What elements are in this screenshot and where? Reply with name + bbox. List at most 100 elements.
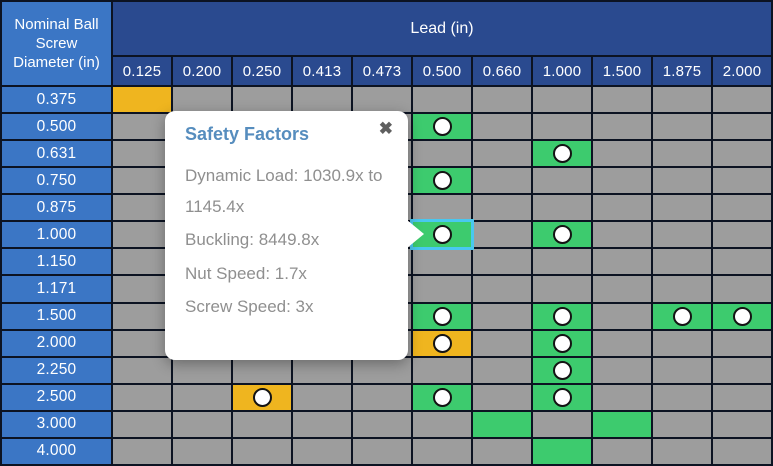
- grid-cell-d1.500-l1.875[interactable]: [653, 303, 711, 329]
- grid-cell-d2.250-l0.660[interactable]: [473, 357, 531, 383]
- grid-cell-d2.500-l0.413[interactable]: [293, 384, 351, 410]
- grid-cell-d4.000-l0.660[interactable]: [473, 438, 531, 464]
- grid-cell-d3.000-l0.200[interactable]: [173, 411, 231, 437]
- grid-cell-d2.500-l0.200[interactable]: [173, 384, 231, 410]
- grid-cell-d2.500-l0.250[interactable]: [233, 384, 291, 410]
- grid-cell-d0.500-l1.500[interactable]: [593, 114, 651, 140]
- grid-cell-d1.500-l1.500[interactable]: [593, 303, 651, 329]
- grid-cell-d2.250-l0.500[interactable]: [413, 357, 471, 383]
- grid-cell-d4.000-l0.200[interactable]: [173, 438, 231, 464]
- grid-cell-d1.000-l1.000[interactable]: [533, 222, 591, 248]
- grid-cell-d0.500-l0.500[interactable]: [413, 114, 471, 140]
- grid-cell-d0.500-l1.000[interactable]: [533, 114, 591, 140]
- grid-cell-d2.250-l2.000[interactable]: [713, 357, 771, 383]
- grid-cell-d0.631-l0.660[interactable]: [473, 141, 531, 167]
- grid-cell-d0.631-l1.875[interactable]: [653, 141, 711, 167]
- grid-cell-d1.500-l1.000[interactable]: [533, 303, 591, 329]
- grid-cell-d0.750-l1.875[interactable]: [653, 168, 711, 194]
- grid-cell-d1.150-l1.875[interactable]: [653, 249, 711, 275]
- grid-cell-d0.375-l1.875[interactable]: [653, 87, 711, 113]
- grid-cell-d3.000-l0.413[interactable]: [293, 411, 351, 437]
- grid-cell-d1.171-l0.500[interactable]: [413, 276, 471, 302]
- grid-cell-d4.000-l1.000[interactable]: [533, 438, 591, 464]
- grid-cell-d0.875-l0.500[interactable]: [413, 195, 471, 221]
- grid-cell-d3.000-l1.500[interactable]: [593, 411, 651, 437]
- grid-cell-d0.375-l0.473[interactable]: [353, 87, 411, 113]
- grid-cell-d2.500-l1.000[interactable]: [533, 384, 591, 410]
- grid-cell-d1.000-l0.660[interactable]: [473, 222, 531, 248]
- grid-cell-d4.000-l0.473[interactable]: [353, 438, 411, 464]
- grid-cell-d2.500-l0.125[interactable]: [113, 384, 171, 410]
- grid-cell-d4.000-l0.500[interactable]: [413, 438, 471, 464]
- grid-cell-d2.000-l2.000[interactable]: [713, 330, 771, 356]
- grid-cell-d3.000-l1.875[interactable]: [653, 411, 711, 437]
- grid-cell-d2.500-l0.500[interactable]: [413, 384, 471, 410]
- grid-cell-d2.500-l1.875[interactable]: [653, 384, 711, 410]
- grid-cell-d0.500-l0.660[interactable]: [473, 114, 531, 140]
- grid-cell-d0.875-l1.875[interactable]: [653, 195, 711, 221]
- grid-cell-d3.000-l0.125[interactable]: [113, 411, 171, 437]
- grid-cell-d1.500-l2.000[interactable]: [713, 303, 771, 329]
- grid-cell-d0.631-l2.000[interactable]: [713, 141, 771, 167]
- grid-cell-d1.150-l0.660[interactable]: [473, 249, 531, 275]
- grid-cell-d0.750-l1.500[interactable]: [593, 168, 651, 194]
- grid-cell-d1.171-l1.875[interactable]: [653, 276, 711, 302]
- grid-cell-d3.000-l0.473[interactable]: [353, 411, 411, 437]
- grid-cell-d3.000-l0.500[interactable]: [413, 411, 471, 437]
- grid-cell-d4.000-l0.413[interactable]: [293, 438, 351, 464]
- grid-cell-d2.250-l0.473[interactable]: [353, 357, 411, 383]
- grid-cell-d1.150-l0.125[interactable]: [113, 249, 171, 275]
- grid-cell-d1.171-l0.660[interactable]: [473, 276, 531, 302]
- grid-cell-d4.000-l1.500[interactable]: [593, 438, 651, 464]
- grid-cell-d2.500-l0.660[interactable]: [473, 384, 531, 410]
- grid-cell-d2.000-l1.875[interactable]: [653, 330, 711, 356]
- grid-cell-d0.375-l0.660[interactable]: [473, 87, 531, 113]
- grid-cell-d0.375-l0.200[interactable]: [173, 87, 231, 113]
- grid-cell-d0.875-l2.000[interactable]: [713, 195, 771, 221]
- grid-cell-d1.500-l0.125[interactable]: [113, 303, 171, 329]
- grid-cell-d0.375-l2.000[interactable]: [713, 87, 771, 113]
- grid-cell-d1.150-l2.000[interactable]: [713, 249, 771, 275]
- grid-cell-d2.000-l0.125[interactable]: [113, 330, 171, 356]
- grid-cell-d2.000-l1.000[interactable]: [533, 330, 591, 356]
- grid-cell-d0.750-l0.500[interactable]: [413, 168, 471, 194]
- close-icon[interactable]: ✖: [378, 119, 393, 138]
- grid-cell-d0.750-l1.000[interactable]: [533, 168, 591, 194]
- grid-cell-d2.250-l1.500[interactable]: [593, 357, 651, 383]
- grid-cell-d2.250-l0.200[interactable]: [173, 357, 231, 383]
- grid-cell-d4.000-l0.250[interactable]: [233, 438, 291, 464]
- grid-cell-d1.500-l0.660[interactable]: [473, 303, 531, 329]
- grid-cell-d0.750-l0.660[interactable]: [473, 168, 531, 194]
- grid-cell-d0.375-l0.500[interactable]: [413, 87, 471, 113]
- grid-cell-d2.500-l2.000[interactable]: [713, 384, 771, 410]
- grid-cell-d0.875-l0.660[interactable]: [473, 195, 531, 221]
- grid-cell-d0.750-l0.125[interactable]: [113, 168, 171, 194]
- grid-cell-d1.171-l2.000[interactable]: [713, 276, 771, 302]
- grid-cell-d4.000-l1.875[interactable]: [653, 438, 711, 464]
- grid-cell-d1.171-l1.500[interactable]: [593, 276, 651, 302]
- grid-cell-d1.171-l0.125[interactable]: [113, 276, 171, 302]
- grid-cell-d0.375-l0.125[interactable]: [113, 87, 171, 113]
- grid-cell-d2.000-l0.500[interactable]: [413, 330, 471, 356]
- grid-cell-d1.000-l1.500[interactable]: [593, 222, 651, 248]
- grid-cell-d3.000-l0.660[interactable]: [473, 411, 531, 437]
- grid-cell-d4.000-l0.125[interactable]: [113, 438, 171, 464]
- grid-cell-d1.150-l1.000[interactable]: [533, 249, 591, 275]
- grid-cell-d4.000-l2.000[interactable]: [713, 438, 771, 464]
- grid-cell-d3.000-l2.000[interactable]: [713, 411, 771, 437]
- grid-cell-d0.631-l1.000[interactable]: [533, 141, 591, 167]
- grid-cell-d1.150-l1.500[interactable]: [593, 249, 651, 275]
- grid-cell-d1.150-l0.500[interactable]: [413, 249, 471, 275]
- grid-cell-d0.631-l0.125[interactable]: [113, 141, 171, 167]
- grid-cell-d0.375-l0.250[interactable]: [233, 87, 291, 113]
- grid-cell-d1.000-l2.000[interactable]: [713, 222, 771, 248]
- grid-cell-d2.500-l1.500[interactable]: [593, 384, 651, 410]
- grid-cell-d0.875-l1.000[interactable]: [533, 195, 591, 221]
- grid-cell-d2.250-l0.250[interactable]: [233, 357, 291, 383]
- grid-cell-d1.500-l0.500[interactable]: [413, 303, 471, 329]
- grid-cell-d2.250-l1.875[interactable]: [653, 357, 711, 383]
- grid-cell-d0.500-l1.875[interactable]: [653, 114, 711, 140]
- grid-cell-d2.500-l0.473[interactable]: [353, 384, 411, 410]
- grid-cell-d0.500-l0.125[interactable]: [113, 114, 171, 140]
- grid-cell-d1.171-l1.000[interactable]: [533, 276, 591, 302]
